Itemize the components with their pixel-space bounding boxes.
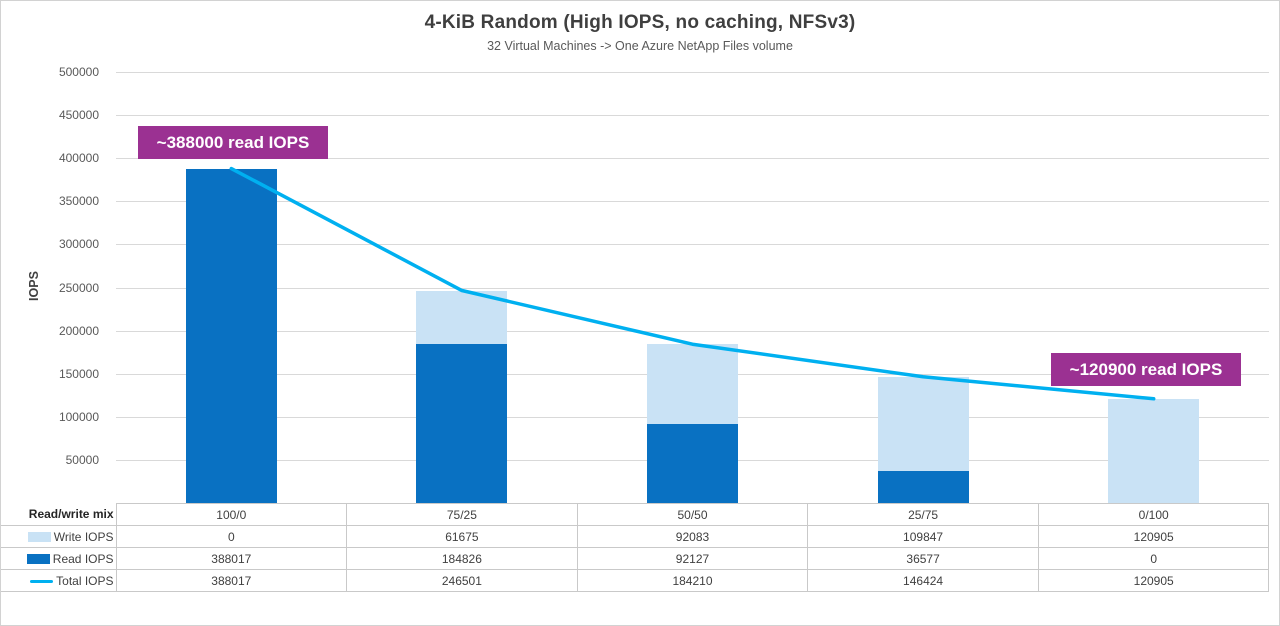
chart-title: 4-KiB Random (High IOPS, no caching, NFS… bbox=[424, 12, 856, 33]
write-iops-bar-segment bbox=[877, 376, 969, 472]
value-cell: 61675 bbox=[346, 525, 578, 548]
value-cell: 388017 bbox=[115, 569, 348, 592]
value-cell: 146424 bbox=[807, 569, 1039, 592]
table-row: Write IOPS 0 61675 92083 109847 120905 bbox=[1, 525, 1270, 548]
total-iops-line bbox=[229, 166, 1156, 401]
annotation-read-iops-low: ~120900 read IOPS bbox=[1051, 353, 1241, 386]
table-header-read-write-mix: Read/write mix bbox=[1, 503, 117, 526]
read-iops-bar-segment bbox=[185, 168, 277, 503]
y-axis-tick-label: 200000 bbox=[58, 323, 99, 338]
gridline bbox=[116, 330, 1269, 332]
annotation-read-iops-high: ~388000 read IOPS bbox=[138, 126, 328, 159]
y-axis-tick-label: 400000 bbox=[58, 151, 99, 166]
y-axis-tick-label: 450000 bbox=[58, 108, 99, 123]
value-cell: 184826 bbox=[346, 547, 578, 570]
plot-area bbox=[116, 72, 1269, 503]
series-label-cell: Write IOPS bbox=[1, 525, 117, 548]
value-cell: 184210 bbox=[576, 569, 809, 592]
y-axis-tick-label: 50000 bbox=[65, 452, 99, 467]
legend-bar-swatch-read-iops bbox=[26, 553, 50, 564]
legend-bar-swatch-write-iops bbox=[27, 531, 51, 542]
table-row: Read IOPS 388017 184826 92127 36577 0 bbox=[1, 547, 1270, 570]
gridline bbox=[116, 158, 1269, 160]
table-row: Total IOPS 388017 246501 184210 146424 120905 bbox=[1, 569, 1270, 592]
value-cell: 0 bbox=[1037, 547, 1270, 570]
read-iops-bar-segment bbox=[416, 343, 508, 503]
category-header-cell: 25/75 bbox=[807, 503, 1039, 526]
value-cell: 120905 bbox=[1037, 525, 1270, 548]
value-cell: 92127 bbox=[576, 547, 809, 570]
gridline bbox=[116, 201, 1269, 203]
data-table: Read/write mix 100/0 75/25 50/50 25/75 0/100 W… bbox=[1, 503, 1270, 592]
y-axis-tick-label: 250000 bbox=[58, 280, 99, 295]
series-label-cell: Read IOPS bbox=[1, 547, 117, 570]
gridline bbox=[116, 244, 1269, 246]
category-header-cell: 100/0 bbox=[115, 503, 348, 526]
value-cell: 120905 bbox=[1037, 569, 1270, 592]
value-cell: 92083 bbox=[576, 525, 809, 548]
series-label-cell: Total IOPS bbox=[1, 569, 117, 592]
y-axis-tick-label: 350000 bbox=[58, 194, 99, 209]
gridline bbox=[116, 72, 1269, 73]
value-cell: 0 bbox=[115, 525, 348, 548]
read-iops-bar-segment bbox=[647, 423, 738, 503]
legend-line-swatch-total-iops bbox=[30, 579, 54, 583]
write-iops-bar-segment bbox=[1108, 398, 1200, 503]
value-cell: 109847 bbox=[807, 525, 1039, 548]
y-axis-tick-label: 300000 bbox=[58, 237, 99, 252]
y-axis-tick-label: 500000 bbox=[58, 65, 99, 79]
category-header-cell: 0/100 bbox=[1037, 503, 1270, 526]
write-iops-bar-segment bbox=[647, 344, 738, 424]
gridline bbox=[116, 115, 1269, 117]
read-iops-bar-segment bbox=[877, 471, 969, 503]
chart-subtitle: 32 Virtual Machines -> One Azure NetApp … bbox=[487, 39, 793, 53]
y-axis-tick-label: 100000 bbox=[58, 409, 99, 424]
y-axis-tick-label: 150000 bbox=[58, 366, 99, 381]
value-cell: 36577 bbox=[807, 547, 1039, 570]
category-header-cell: 75/25 bbox=[346, 503, 578, 526]
value-cell: 388017 bbox=[115, 547, 348, 570]
write-iops-bar-segment bbox=[416, 290, 508, 344]
value-cell: 246501 bbox=[346, 569, 578, 592]
category-header-cell: 50/50 bbox=[576, 503, 809, 526]
gridline bbox=[116, 287, 1269, 289]
